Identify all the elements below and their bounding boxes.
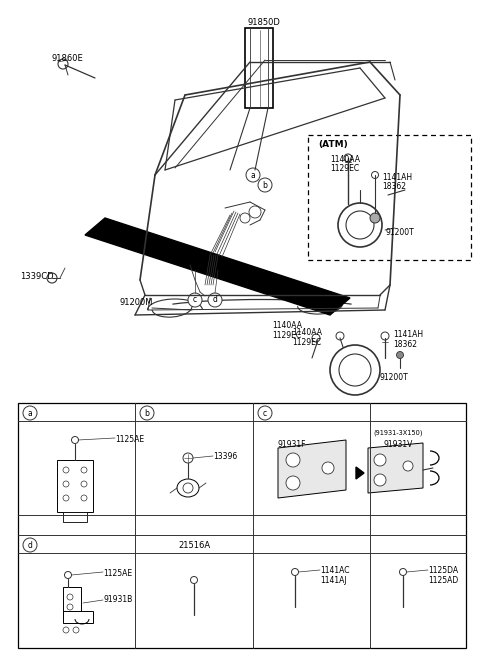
Circle shape <box>23 406 37 420</box>
Circle shape <box>370 213 380 223</box>
Circle shape <box>374 454 386 466</box>
Text: 1141AH: 1141AH <box>382 173 412 182</box>
Polygon shape <box>368 443 423 493</box>
Bar <box>63 512 87 522</box>
Bar <box>63 611 93 623</box>
Text: 21516A: 21516A <box>178 541 210 550</box>
Text: 18362: 18362 <box>382 182 406 191</box>
Bar <box>57 460 93 512</box>
Text: 1125DA: 1125DA <box>428 566 458 575</box>
Polygon shape <box>356 467 364 479</box>
Text: 91931V: 91931V <box>383 440 412 449</box>
Bar <box>308 135 471 260</box>
Text: b: b <box>144 409 149 417</box>
Text: b: b <box>263 181 267 189</box>
Text: d: d <box>213 295 217 305</box>
Text: d: d <box>27 540 33 550</box>
Text: (ATM): (ATM) <box>318 140 348 149</box>
Text: c: c <box>263 409 267 417</box>
Bar <box>245 28 273 108</box>
Text: 91860E: 91860E <box>52 54 84 63</box>
Polygon shape <box>85 218 350 315</box>
Text: a: a <box>251 170 255 179</box>
Text: 1140AA: 1140AA <box>272 321 302 330</box>
Circle shape <box>23 538 37 552</box>
Text: 18362: 18362 <box>393 340 417 349</box>
Text: a: a <box>28 409 32 417</box>
Circle shape <box>396 352 404 358</box>
Text: 1129EC: 1129EC <box>272 331 301 340</box>
Text: 1141AC: 1141AC <box>320 566 349 575</box>
Text: 1141AH: 1141AH <box>393 330 423 339</box>
Text: (91931-3X150): (91931-3X150) <box>373 430 422 436</box>
Text: 91850D: 91850D <box>248 18 281 27</box>
Circle shape <box>403 461 413 471</box>
Bar <box>18 403 466 648</box>
Text: 13396: 13396 <box>213 452 237 461</box>
Text: 1125AE: 1125AE <box>115 435 144 444</box>
Text: c: c <box>193 295 197 305</box>
Circle shape <box>258 406 272 420</box>
Text: 1125AE: 1125AE <box>103 569 132 578</box>
Text: 91931B: 91931B <box>103 595 132 604</box>
Ellipse shape <box>177 479 199 497</box>
Bar <box>63 587 81 619</box>
Text: 1140AA: 1140AA <box>330 155 360 164</box>
Polygon shape <box>278 440 346 498</box>
Circle shape <box>286 453 300 467</box>
Circle shape <box>286 476 300 490</box>
Circle shape <box>246 168 260 182</box>
Text: 91200T: 91200T <box>386 228 415 237</box>
Text: 1129EC: 1129EC <box>292 338 321 347</box>
Text: 1339CD: 1339CD <box>20 272 54 281</box>
Circle shape <box>322 462 334 474</box>
Circle shape <box>183 483 193 493</box>
Text: 1125AD: 1125AD <box>428 576 458 585</box>
Text: 1140AA: 1140AA <box>292 328 322 337</box>
Circle shape <box>188 293 202 307</box>
Text: 91931F: 91931F <box>278 440 307 449</box>
Circle shape <box>258 178 272 192</box>
Text: 91200T: 91200T <box>380 373 409 382</box>
Text: 1141AJ: 1141AJ <box>320 576 347 585</box>
Circle shape <box>140 406 154 420</box>
Circle shape <box>374 474 386 486</box>
Circle shape <box>208 293 222 307</box>
Text: 1129EC: 1129EC <box>330 164 359 173</box>
Text: 91200M: 91200M <box>120 298 154 307</box>
